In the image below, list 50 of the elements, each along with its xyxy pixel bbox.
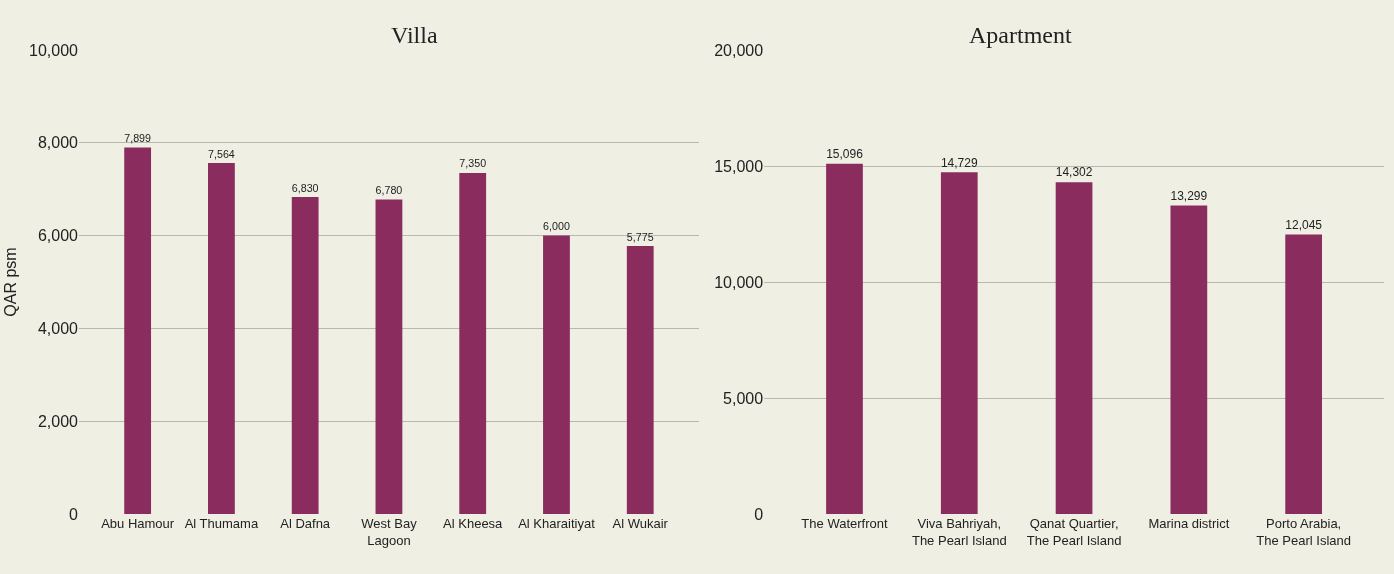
bar — [459, 172, 487, 514]
x-tick-label: West Bay Lagoon — [361, 516, 418, 548]
bar — [124, 147, 152, 514]
bar — [1285, 234, 1323, 514]
y-tick-label: 5,000 — [723, 389, 764, 407]
x-tick-label: Al Thumama — [184, 516, 259, 531]
bar — [208, 163, 235, 514]
x-tick-label: Qanat Quartier, The Pearl Island — [1026, 516, 1122, 548]
y-tick-label: 4,000 — [37, 320, 79, 337]
data-label: 15,096 — [826, 147, 864, 161]
x-tick-label: The Waterfront — [801, 516, 888, 531]
bar — [826, 163, 863, 514]
bar — [543, 235, 570, 514]
x-tick-label: Abu Hamour — [101, 516, 175, 531]
x-tick-label: Viva Bahriyah, The Pearl Island — [911, 516, 1007, 548]
y-tick-label: 2,000 — [37, 412, 79, 430]
y-tick-label: 20,000 — [714, 41, 764, 59]
bar — [291, 197, 319, 514]
y-axis-title: QAR psm — [1, 247, 19, 317]
chart-title: Villa — [391, 22, 438, 48]
x-tick-label: Marina district — [1148, 516, 1230, 531]
x-tick-label: Al Kharaitiyat — [518, 516, 596, 531]
bar — [1170, 205, 1208, 514]
data-label: 6,000 — [543, 220, 570, 233]
data-label: 12,045 — [1285, 217, 1323, 232]
x-tick-label: Porto Arabia, The Pearl Island — [1256, 516, 1351, 548]
x-tick-label: Al Dafna — [280, 516, 331, 531]
data-label: 13,299 — [1170, 188, 1208, 203]
data-label: 6,830 — [291, 181, 319, 194]
y-tick-label: 0 — [69, 505, 79, 523]
y-tick-label: 10,000 — [29, 41, 79, 59]
y-tick-label: 10,000 — [714, 273, 764, 291]
x-tick-label: Al Wukair — [612, 516, 669, 531]
y-tick-label: 0 — [754, 505, 764, 523]
data-label: 14,302 — [1055, 165, 1093, 180]
data-label: 7,350 — [459, 157, 487, 170]
bar — [375, 199, 403, 514]
chart-title: Apartment — [969, 22, 1072, 48]
bar — [1055, 182, 1093, 514]
data-label: 14,729 — [940, 155, 978, 170]
y-tick-label: 6,000 — [37, 227, 79, 245]
data-label: 7,564 — [208, 147, 235, 160]
x-tick-label: Al Kheesa — [443, 516, 504, 531]
data-label: 7,899 — [124, 132, 152, 145]
bar — [940, 172, 978, 514]
bar — [626, 246, 654, 514]
y-tick-label: 15,000 — [714, 157, 764, 175]
data-label: 6,780 — [375, 183, 403, 196]
data-label: 5,775 — [626, 230, 654, 243]
y-tick-label: 8,000 — [37, 134, 79, 152]
